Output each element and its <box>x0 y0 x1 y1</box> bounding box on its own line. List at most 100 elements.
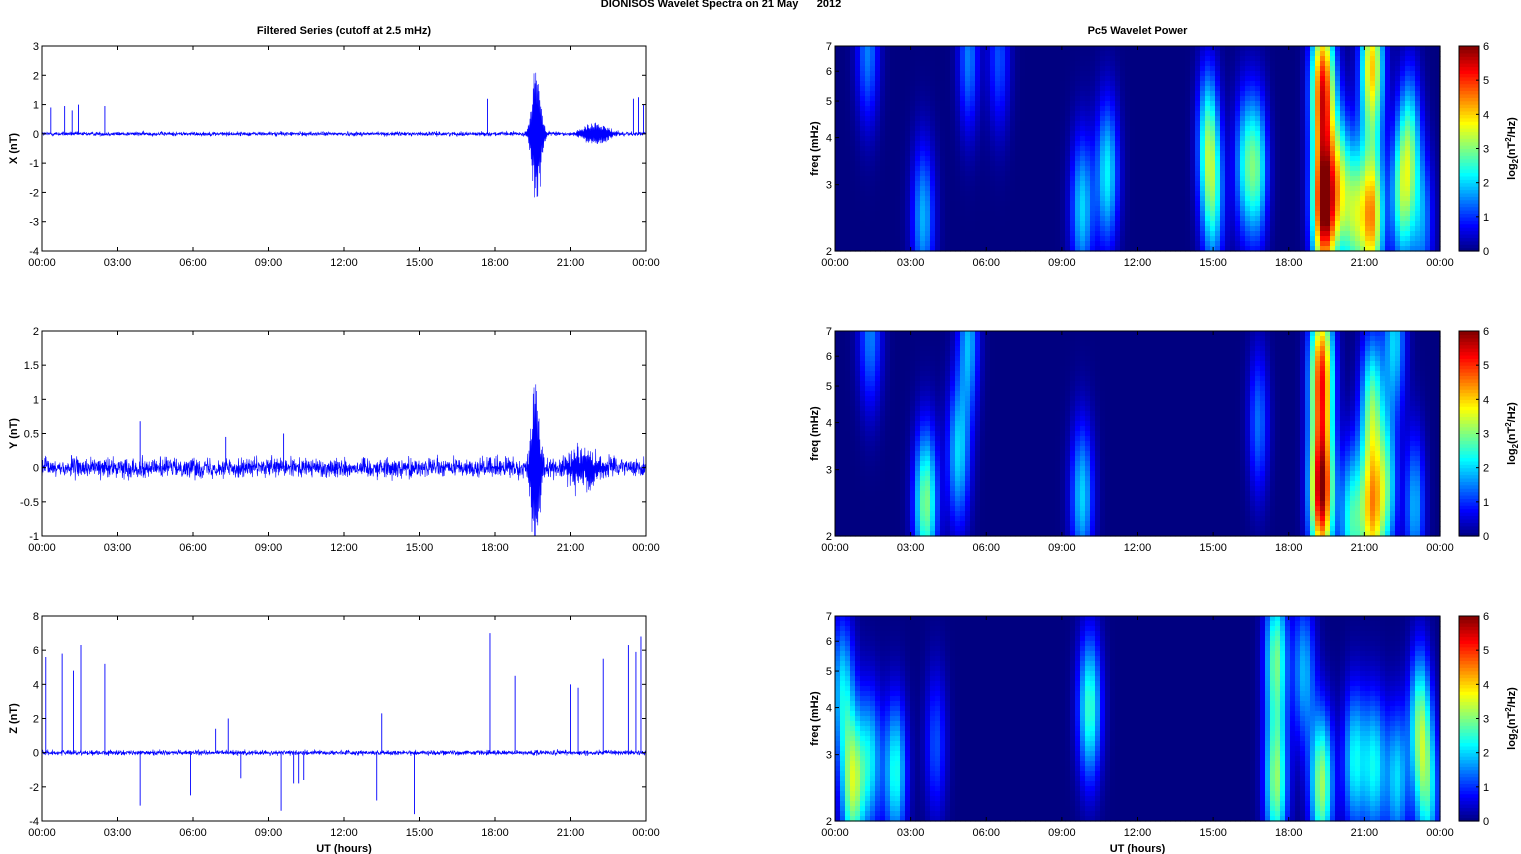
x-wavelet-cell <box>945 196 951 202</box>
y-series-ytick-label: -1 <box>29 531 39 543</box>
z-series-trace <box>41 748 647 757</box>
x-wavelet-cell <box>1185 106 1191 112</box>
x-wavelet-cell <box>980 116 986 122</box>
x-wavelet-cell <box>935 106 941 112</box>
x-wavelet-cell <box>1365 226 1371 232</box>
x-wavelet-cell <box>1100 216 1106 222</box>
x-wavelet-cell <box>1280 186 1286 192</box>
x-wavelet-cell <box>985 176 991 182</box>
x-wavelet-cell <box>1310 101 1316 107</box>
x-wavelet-cell <box>845 96 851 102</box>
x-wavelet-cell <box>850 171 856 177</box>
x-wavelet-cell <box>860 106 866 112</box>
x-wavelet-cell <box>1355 226 1361 232</box>
x-wavelet-cell <box>880 106 886 112</box>
x-wavelet-cell <box>1030 146 1036 152</box>
x-wavelet-cell <box>1380 236 1386 242</box>
x-wavelet-cell <box>1140 111 1146 117</box>
x-wavelet-cell <box>1170 131 1176 137</box>
x-wavelet-cell <box>1220 76 1226 82</box>
x-wavelet-cell <box>1125 211 1131 217</box>
x-wavelet-cell <box>970 91 976 97</box>
x-wavelet-cell <box>1400 151 1406 157</box>
x-wavelet-cell <box>1210 56 1216 62</box>
x-wavelet-cell <box>910 186 916 192</box>
x-wavelet-cell <box>1175 246 1181 252</box>
x-wavelet-cell <box>1265 121 1271 127</box>
x-wavelet-cell <box>1270 121 1276 127</box>
x-wavelet-cell <box>1240 111 1246 117</box>
x-wavelet-cell <box>1370 76 1376 82</box>
x-wavelet-cell <box>1020 241 1026 247</box>
x-wavelet-cell <box>1010 181 1016 187</box>
z-series-xtick-label: 18:00 <box>481 827 509 839</box>
x-wavelet-cell <box>1200 136 1206 142</box>
x-wavelet-cell <box>860 76 866 82</box>
x-wavelet-cell <box>1340 206 1346 212</box>
x-wavelet-cell <box>1390 131 1396 137</box>
x-wavelet-cell <box>1140 211 1146 217</box>
x-wavelet-cell <box>835 116 841 122</box>
x-wavelet-cell <box>1145 106 1151 112</box>
x-wavelet-cell <box>1230 56 1236 62</box>
x-wavelet-cell <box>1095 231 1101 237</box>
x-wavelet-cell <box>950 156 956 162</box>
x-wavelet-cell <box>1395 176 1401 182</box>
x-wavelet-cell <box>920 176 926 182</box>
x-wavelet-cell <box>1065 201 1071 207</box>
x-wavelet-cell <box>1305 71 1311 77</box>
x-wavelet-cell <box>950 201 956 207</box>
x-wavelet-cell <box>1370 71 1376 77</box>
x-wavelet-cell <box>905 151 911 157</box>
x-wavelet-cell <box>1335 126 1341 132</box>
x-wavelet-cell <box>895 246 901 252</box>
x-wavelet-cell <box>1160 221 1166 227</box>
x-wavelet-cell <box>1400 86 1406 92</box>
x-wavelet-cell <box>890 201 896 207</box>
x-wavelet-cell <box>1410 221 1416 227</box>
x-wavelet-cell <box>915 196 921 202</box>
x-wavelet-cell <box>1275 246 1281 252</box>
x-wavelet-cell <box>940 131 946 137</box>
x-wavelet-cell <box>1175 236 1181 242</box>
x-wavelet-cell <box>1295 231 1301 237</box>
x-wavelet-cell <box>1355 166 1361 172</box>
x-wavelet-cell <box>870 231 876 237</box>
x-wavelet-cell <box>1395 146 1401 152</box>
x-wavelet-cell <box>900 106 906 112</box>
x-wavelet-cell <box>1160 146 1166 152</box>
x-wavelet-cell <box>1020 46 1026 52</box>
x-wavelet-cell <box>1260 86 1266 92</box>
x-wavelet-cell <box>1365 156 1371 162</box>
x-wavelet-cell <box>1055 176 1061 182</box>
x-wavelet-cell <box>950 86 956 92</box>
x-wavelet-cell <box>995 46 1001 52</box>
x-wavelet-cell <box>1195 46 1201 52</box>
x-wavelet-cell <box>860 96 866 102</box>
x-wavelet-cell <box>1250 126 1256 132</box>
x-wavelet-cell <box>990 186 996 192</box>
x-wavelet-cell <box>1395 46 1401 52</box>
x-wavelet-cell <box>1240 181 1246 187</box>
x-wavelet-cell <box>1045 86 1051 92</box>
x-wavelet-cell <box>1305 161 1311 167</box>
x-wavelet-cell <box>1115 111 1121 117</box>
x-wavelet-cell <box>850 121 856 127</box>
x-wavelet-cell <box>880 191 886 197</box>
x-wavelet-cell <box>1350 191 1356 197</box>
x-wavelet-cell <box>1180 81 1186 87</box>
x-wavelet-cell <box>1245 171 1251 177</box>
x-wavelet-cell <box>1220 111 1226 117</box>
x-wavelet-cell <box>1265 111 1271 117</box>
x-wavelet-cell <box>995 136 1001 142</box>
x-wavelet-cell <box>1200 196 1206 202</box>
x-wavelet-cell <box>1105 141 1111 147</box>
x-wavelet-cell <box>1280 191 1286 197</box>
x-wavelet-cell <box>1250 91 1256 97</box>
x-wavelet-cell <box>885 201 891 207</box>
x-wavelet-cell <box>890 246 896 252</box>
x-wavelet-cell <box>880 116 886 122</box>
x-wavelet-cell <box>1395 86 1401 92</box>
x-wavelet-cell <box>1375 141 1381 147</box>
x-wavelet-cell <box>1305 221 1311 227</box>
